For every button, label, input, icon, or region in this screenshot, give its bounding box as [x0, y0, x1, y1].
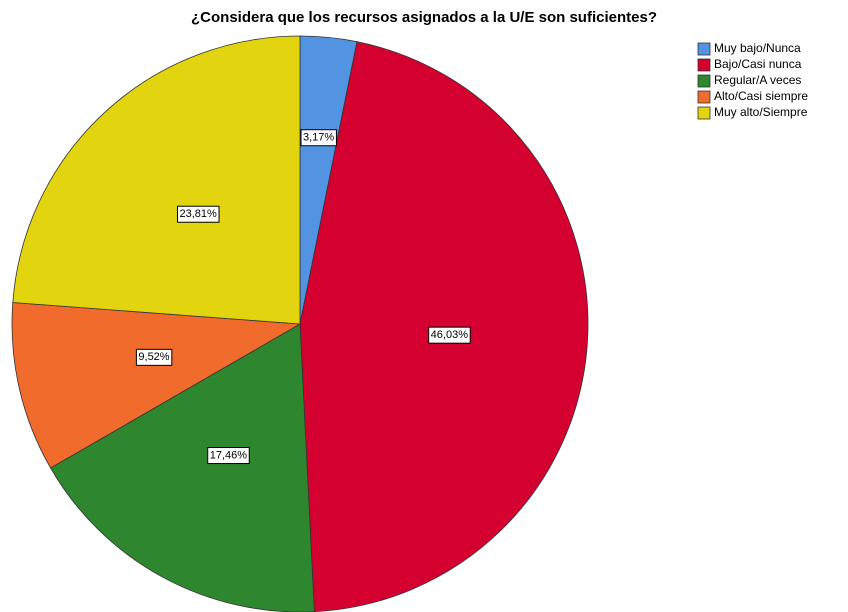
data-label-box	[176, 205, 220, 223]
legend-label: Alto/Casi siempre	[714, 89, 808, 103]
legend-label: Bajo/Casi nunca	[714, 57, 802, 71]
data-label: 3,17%	[303, 132, 334, 144]
legend-swatch	[697, 42, 711, 56]
data-label-box	[135, 348, 173, 366]
data-label: 9,52%	[138, 351, 169, 363]
legend-label: Muy bajo/Nunca	[714, 41, 801, 55]
legend-swatch	[697, 74, 711, 88]
data-label-box	[428, 326, 471, 344]
data-label: 17,46%	[210, 449, 248, 461]
data-label-box	[207, 447, 250, 465]
legend-swatch	[697, 58, 711, 72]
legend-swatch	[697, 106, 711, 120]
pie-slice	[50, 323, 315, 612]
legend-swatch	[697, 90, 711, 104]
pie-slice	[11, 302, 302, 469]
data-label-box	[300, 129, 337, 147]
pie-slice	[12, 35, 301, 325]
legend-label: Muy alto/Siempre	[714, 105, 808, 119]
chart-title: ¿Considera que los recursos asignados a …	[191, 9, 657, 26]
data-label: 23,81%	[179, 208, 217, 220]
data-label: 46,03%	[431, 329, 469, 341]
legend-label: Regular/A veces	[714, 73, 801, 87]
